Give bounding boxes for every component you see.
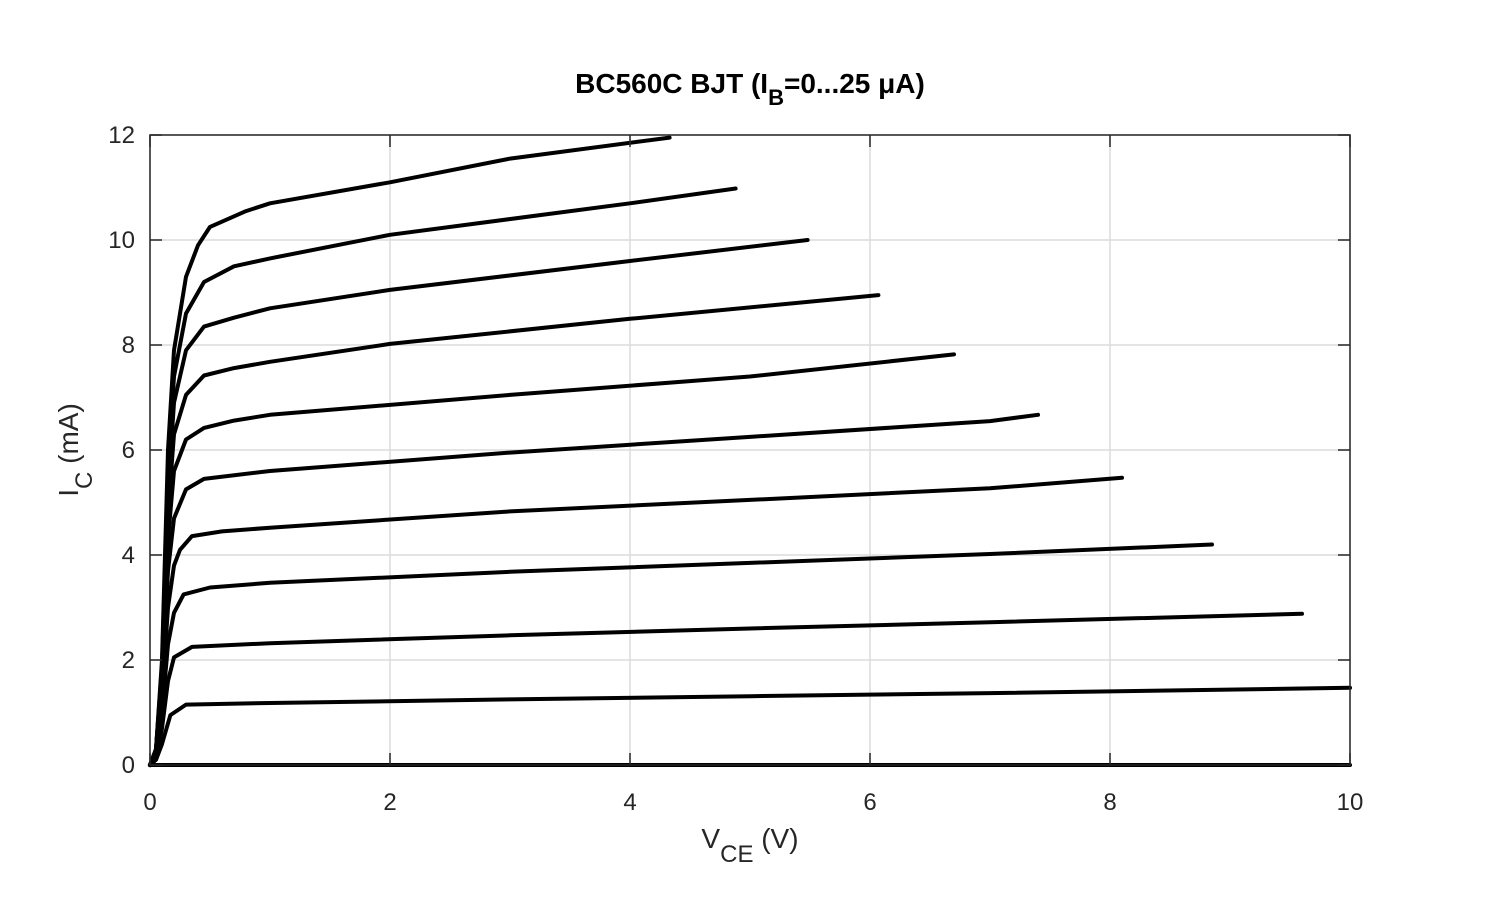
y-tick-label: 2 <box>122 647 135 674</box>
x-tick-label: 8 <box>1103 789 1116 816</box>
y-tick-label: 10 <box>108 227 135 254</box>
title-subscript: B <box>768 85 784 110</box>
y-tick-label: 8 <box>122 332 135 359</box>
x-tick-label: 6 <box>863 789 876 816</box>
x-axis-subscript: CE <box>720 841 753 868</box>
x-axis-label: VCE (V) <box>701 823 798 868</box>
x-tick-label: 10 <box>1337 789 1364 816</box>
y-tick-label: 6 <box>122 437 135 464</box>
chart-title: BC560C BJT (IB=0...25 μA) <box>575 68 925 110</box>
x-tick-label: 4 <box>623 789 636 816</box>
y-axis-label: IC (mA) <box>53 403 98 497</box>
y-tick-label: 12 <box>108 122 135 149</box>
x-tick-label: 0 <box>143 789 156 816</box>
axis-ticks <box>149 134 1351 766</box>
y-axis-subscript: C <box>71 472 98 489</box>
y-tick-label: 0 <box>122 752 135 779</box>
y-tick-label: 4 <box>122 542 135 569</box>
tick-labels: 0 2 4 6 8 10 0 2 4 6 8 10 12 <box>108 122 1363 816</box>
x-tick-label: 2 <box>383 789 396 816</box>
